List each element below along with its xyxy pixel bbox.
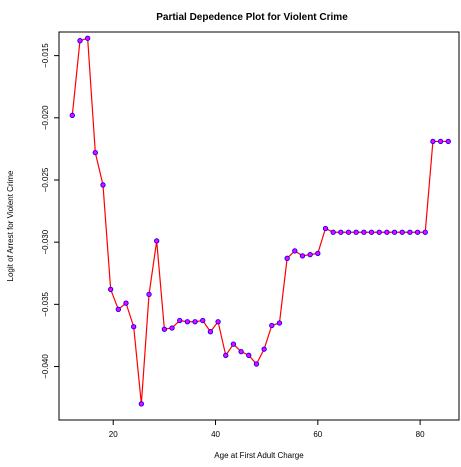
x-axis-label: Age at First Adult Charge: [214, 451, 304, 460]
y-tick-label: −0.020: [41, 105, 50, 130]
data-point: [108, 286, 114, 293]
data-point: [292, 248, 298, 254]
data-point: [430, 138, 436, 145]
data-point: [184, 319, 191, 325]
data-point: [138, 401, 145, 407]
data-point: [177, 317, 183, 324]
data-point: [330, 229, 336, 235]
data-point: [276, 320, 283, 326]
data-point: [437, 138, 444, 145]
series-line: [71, 37, 449, 404]
data-point: [391, 229, 398, 235]
data-point: [284, 255, 290, 261]
chart-title: Partial Depedence Plot for Violent Crime: [156, 12, 348, 23]
data-point: [445, 138, 451, 145]
y-tick-label: −0.015: [41, 43, 50, 68]
data-point: [384, 229, 390, 235]
series-group: [69, 35, 451, 407]
data-point: [246, 352, 252, 358]
data-point: [115, 306, 121, 312]
data-point: [100, 182, 106, 188]
data-point: [192, 319, 198, 325]
data-point: [407, 229, 413, 235]
data-point: [361, 229, 367, 235]
data-point: [69, 112, 75, 118]
data-point: [154, 238, 160, 244]
data-point: [161, 326, 168, 332]
x-axis: 20 40 60 80: [109, 420, 425, 439]
data-point: [123, 300, 129, 306]
data-point: [207, 329, 214, 335]
data-point: [353, 229, 359, 235]
y-tick-label: −0.035: [41, 291, 50, 316]
data-point: [299, 253, 306, 259]
x-tick-label: 40: [211, 430, 220, 439]
data-point: [261, 346, 267, 352]
x-tick-label: 60: [313, 430, 322, 439]
data-point: [238, 348, 244, 355]
data-point: [77, 38, 83, 44]
data-point: [92, 149, 98, 156]
data-point: [200, 317, 206, 324]
data-point: [169, 325, 175, 331]
data-point: [345, 229, 352, 235]
y-tick-label: −0.040: [41, 354, 50, 379]
data-point: [307, 251, 313, 258]
data-point: [414, 229, 421, 235]
data-point: [131, 324, 137, 330]
data-point: [215, 319, 221, 325]
y-axis-label: Logit of Arrest for Violent Crime: [6, 170, 15, 282]
data-point: [223, 352, 229, 358]
data-point: [422, 229, 428, 235]
data-point: [338, 229, 344, 235]
data-point: [368, 229, 375, 235]
plot-frame: [58, 31, 460, 421]
data-point: [399, 229, 405, 235]
y-axis: −0.040 −0.035 −0.030 −0.025 −0.020 −0.015: [41, 43, 59, 379]
y-tick-label: −0.030: [41, 229, 50, 254]
y-tick-label: −0.025: [41, 167, 50, 192]
x-tick-label: 80: [416, 430, 425, 439]
data-point: [253, 361, 260, 367]
data-point: [84, 35, 91, 41]
data-point: [376, 229, 382, 235]
data-point: [230, 341, 237, 347]
data-point: [269, 322, 275, 329]
data-point: [146, 291, 152, 298]
data-point: [315, 250, 321, 257]
x-tick-label: 20: [109, 430, 118, 439]
data-point: [322, 225, 329, 232]
